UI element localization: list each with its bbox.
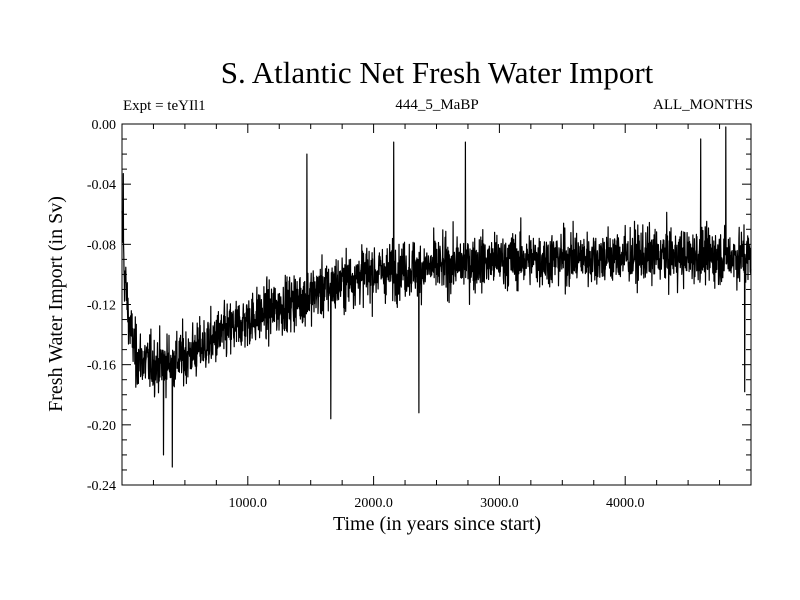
y-axis-label: Fresh Water Import (in Sv)	[45, 196, 67, 412]
plot-frame	[121, 123, 752, 486]
y-tick-label: -0.16	[87, 359, 116, 374]
subtitle-right: ALL_MONTHS	[653, 97, 753, 113]
y-tick-label: -0.08	[87, 238, 116, 253]
y-tick-label: -0.04	[87, 178, 116, 193]
y-tick-label: -0.12	[87, 299, 116, 314]
series-line	[121, 126, 752, 468]
x-tick-label: 1000.0	[229, 496, 268, 511]
subtitle-center: 444_5_MaBP	[395, 97, 478, 113]
y-tick-label: -0.24	[87, 479, 116, 494]
x-tick-label: 3000.0	[480, 496, 519, 511]
x-tick-label: 4000.0	[606, 496, 645, 511]
x-axis-label: Time (in years since start)	[333, 513, 541, 535]
chart-title: S. Atlantic Net Fresh Water Import	[221, 55, 654, 90]
y-tick-label: 0.00	[92, 118, 117, 133]
x-tick-label: 2000.0	[354, 496, 393, 511]
axis-ticks-group: 1000.0 2000.0 3000.0 4000.0 0.00 -0.04 -0.08 -0…	[87, 118, 751, 511]
data-series-group	[121, 126, 752, 468]
y-tick-label: -0.20	[87, 419, 116, 434]
expt-label: Expt = teYIl1	[123, 98, 206, 114]
